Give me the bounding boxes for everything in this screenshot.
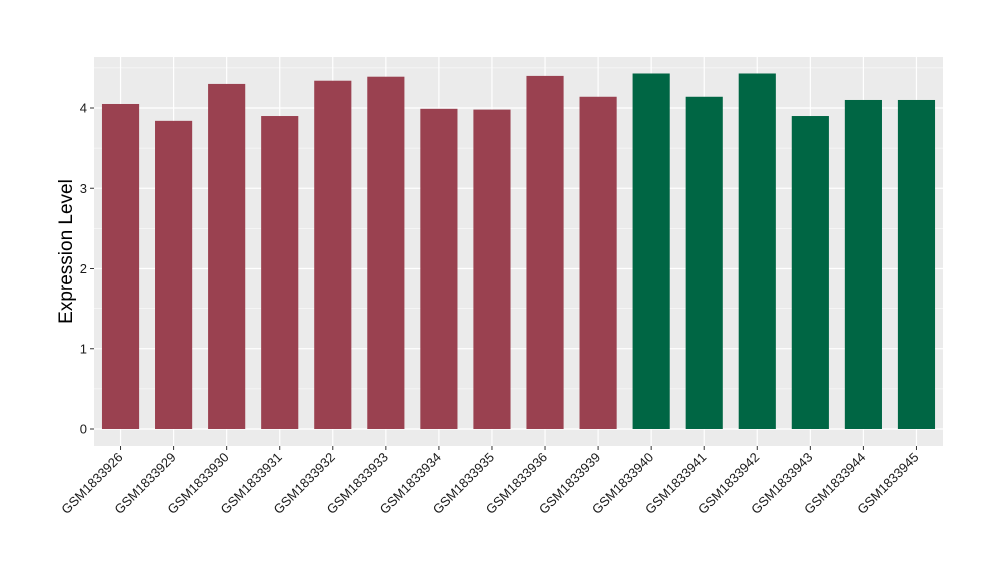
y-tick-label: 2 <box>80 261 87 276</box>
bar-GSM1833941 <box>685 96 723 429</box>
bar-GSM1833940 <box>632 73 670 430</box>
bar-GSM1833936 <box>526 75 564 430</box>
y-tick-label: 3 <box>80 181 87 196</box>
bar-GSM1833942 <box>738 73 776 430</box>
bar-GSM1833933 <box>367 76 405 429</box>
y-axis-title: Expression Level <box>56 179 77 324</box>
y-tick-label: 1 <box>80 341 87 356</box>
bar-GSM1833944 <box>844 99 882 429</box>
y-tick-label: 4 <box>80 101 87 116</box>
y-tick-label: 0 <box>80 422 87 437</box>
bar-GSM1833935 <box>473 109 511 429</box>
bar-GSM1833926 <box>101 103 140 430</box>
bar-GSM1833934 <box>420 108 458 430</box>
bar-GSM1833932 <box>314 80 352 429</box>
x-axis: GSM1833926GSM1833929GSM1833930GSM1833931… <box>58 446 922 517</box>
bars <box>101 73 936 430</box>
bar-GSM1833930 <box>208 83 246 430</box>
bar-GSM1833931 <box>261 116 299 430</box>
bar-GSM1833939 <box>579 96 617 429</box>
bar-GSM1833943 <box>791 116 829 430</box>
y-axis: 0 1 2 3 4 <box>80 101 94 437</box>
bar-GSM1833929 <box>155 120 193 429</box>
bar-GSM1833945 <box>897 99 936 429</box>
